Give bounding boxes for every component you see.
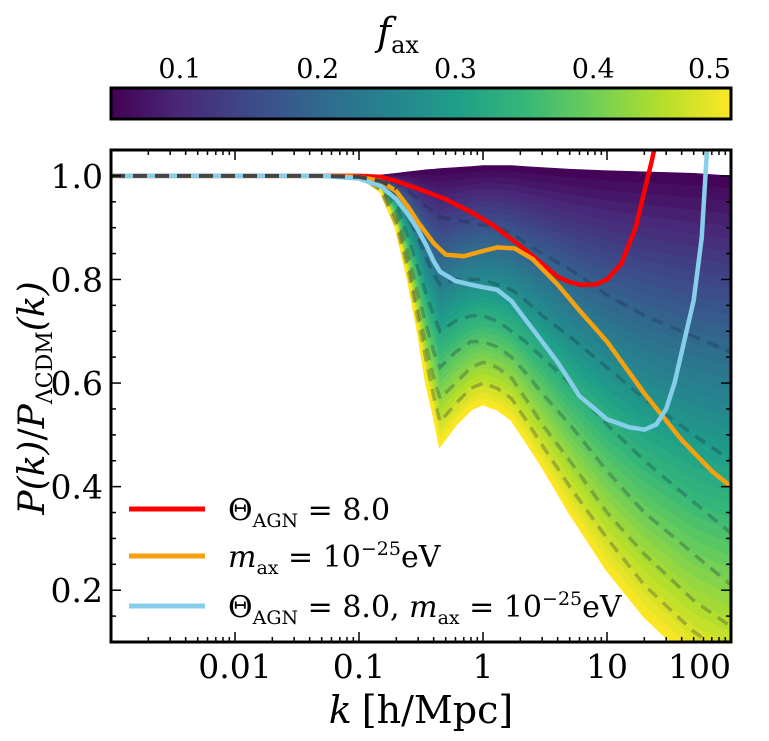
fax-dashed-curve [111, 174, 731, 587]
colorbar-ticks: 0.1 0.2 0.3 0.4 0.5 [158, 54, 732, 94]
series-lines [111, 150, 731, 489]
legend-label-agn: ΘAGN = 8.0 [228, 493, 390, 532]
reference-dashed-line [111, 173, 398, 191]
colorbar: fax 0.1 0.2 0.3 0.4 0.5 [109, 10, 733, 121]
x-tick-label: 1 [473, 647, 494, 686]
colorbar-gradient [109, 86, 733, 121]
x-tick-labels: 0.01 0.1 1 10 100 [198, 647, 731, 686]
y-tick-label: 0.4 [51, 468, 103, 507]
y-tick-label: 0.2 [51, 571, 103, 610]
colorbar-label-sub: ax [391, 31, 419, 59]
colorbar-label: fax [374, 10, 419, 59]
series-line-0 [111, 150, 657, 287]
legend-label-combined: ΘAGN = 8.0, max = 10−25eV [228, 588, 623, 629]
y-tick-label: 0.6 [51, 364, 103, 403]
plot-area: 0.01 0.1 1 10 100 0.2 0.4 0.6 0.8 1.0 ΘAGN = 8.0… [12, 148, 733, 732]
y-tick-label: 1.0 [51, 157, 103, 196]
x-tick-label: 0.1 [333, 647, 385, 686]
plot-frame [109, 148, 733, 644]
colorbar-tick-label: 0.2 [296, 54, 339, 85]
fax-band-edge [111, 174, 674, 642]
y-tick-label: 0.8 [51, 260, 103, 299]
x-tick-label: 0.01 [198, 647, 271, 686]
fax-dashed-curve [111, 174, 731, 354]
fax-dashed-curve [111, 174, 712, 642]
x-axis-label: k [h/Mpc] [329, 688, 513, 732]
series-line-2 [111, 150, 710, 432]
y-axis-label: P(k)/PΛCDM(k) [12, 281, 58, 515]
x-tick-label: 10 [586, 647, 628, 686]
colorbar-tick-label: 0.5 [688, 54, 731, 85]
colorbar-tick-label: 0.4 [572, 54, 615, 85]
colorbar-tick-label: 0.1 [158, 54, 201, 85]
y-tick-labels: 0.2 0.4 0.6 0.8 1.0 [51, 157, 103, 610]
fax-dashed-curve [111, 174, 731, 628]
legend-label-max: max = 10−25eV [228, 538, 442, 579]
legend: ΘAGN = 8.0 max = 10−25eV ΘAGN = 8.0, max… [129, 493, 623, 629]
colorbar-tick-label: 0.3 [434, 54, 477, 85]
x-tick-label: 100 [668, 647, 731, 686]
